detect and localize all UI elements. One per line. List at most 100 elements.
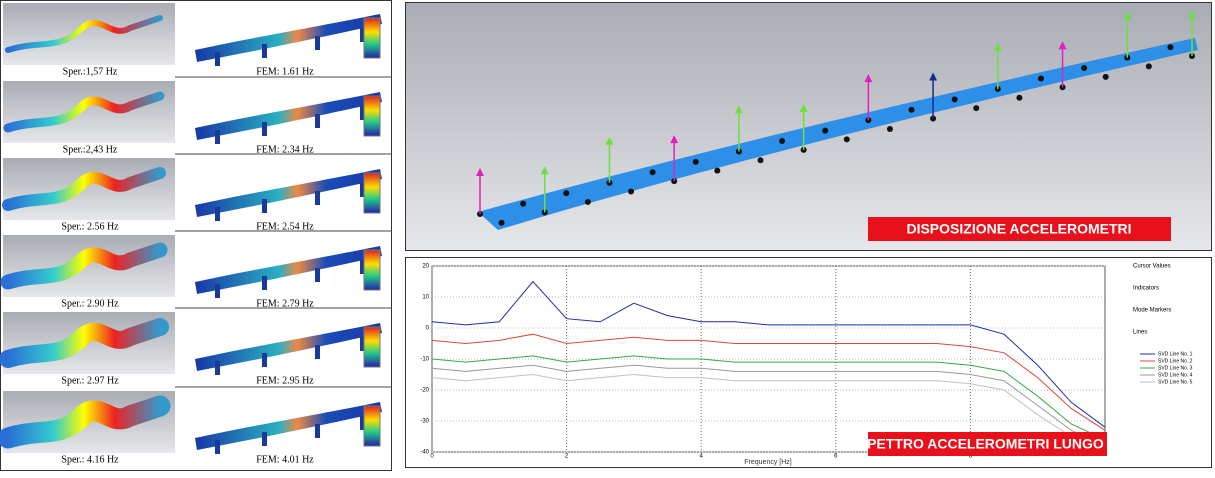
legend-entry: SVD Line No. 1: [1158, 351, 1193, 357]
sensor: [1081, 65, 1088, 72]
sensor-arrow: [734, 105, 743, 114]
sensor: [843, 136, 850, 143]
sensor: [692, 158, 699, 165]
sensor: [1167, 44, 1174, 51]
sensor-arrow: [1188, 10, 1196, 18]
mode-shape: [0, 395, 171, 449]
fem-pier: [215, 207, 220, 221]
experimental-label: Sper.: 2.90 Hz: [61, 298, 119, 309]
legend-entry: SVD Line No. 2: [1158, 358, 1193, 364]
legend-heading: Lines: [1133, 330, 1147, 336]
fem-pier: [262, 44, 267, 58]
fem-pier: [262, 353, 267, 367]
fem-scale: [363, 172, 381, 214]
sensor: [779, 138, 786, 145]
modes-list: Sper.:1,57 Hz FEM: 1.61 Hz Sper.:2,43 Hz FE…: [0, 3, 392, 465]
y-tick-label: 0: [426, 326, 430, 332]
fem-pier: [262, 199, 267, 213]
fem-pier: [262, 432, 267, 446]
experimental-view: [3, 235, 175, 297]
legend-entry: SVD Line No. 5: [1158, 379, 1193, 385]
bridge-deck: [478, 38, 1198, 230]
fem-label: FEM: 2.34 Hz: [256, 144, 314, 155]
fem-scale: [363, 249, 381, 291]
sensor: [584, 198, 591, 205]
y-tick-label: 10: [422, 295, 429, 301]
sensor: [649, 169, 656, 176]
legend-heading: Indicators: [1133, 286, 1159, 292]
fem-deck: [195, 92, 382, 140]
spectrum-line: [431, 355, 1106, 441]
mode-shape: [5, 15, 163, 53]
sensor-arrow: [540, 166, 549, 175]
sensor-arrow: [670, 135, 679, 144]
panel-label: DISPOSIZIONE ACCELEROMETRI: [906, 221, 1131, 237]
sensor: [757, 157, 764, 164]
fem-label: FEM: 4.01 Hz: [256, 454, 314, 465]
fem-pier: [215, 130, 220, 144]
legend-heading: Cursor Values: [1133, 264, 1171, 270]
fem-scale: [363, 326, 381, 368]
sensor-arrow: [1123, 11, 1132, 20]
sensor: [714, 167, 721, 174]
sensor: [1016, 94, 1023, 101]
y-tick-label: -20: [420, 388, 429, 394]
fem-deck: [195, 246, 382, 294]
fem-pier: [215, 361, 220, 375]
sensor: [1102, 73, 1109, 80]
sensor: [563, 190, 570, 197]
sensor: [951, 96, 958, 103]
fem-deck: [195, 14, 382, 62]
fem-deck: [195, 323, 382, 371]
experimental-view: [3, 158, 175, 220]
fem-pier: [360, 106, 365, 120]
sensor-arrow: [476, 168, 484, 176]
y-tick-label: -10: [420, 357, 429, 363]
sensor: [1037, 75, 1044, 82]
label-box: [868, 217, 1171, 241]
fem-scale: [363, 95, 381, 137]
x-axis-label: Frequency [Hz]: [744, 459, 792, 466]
experimental-label: Sper.: 2.56 Hz: [61, 221, 119, 232]
sensor-arrow: [929, 72, 938, 81]
x-tick-label: 6: [834, 454, 838, 460]
sensor: [886, 125, 893, 132]
sensor: [520, 200, 527, 207]
experimental-view: [3, 81, 175, 143]
fem-label: FEM: 2.54 Hz: [256, 221, 314, 232]
fem-pier: [360, 260, 365, 274]
spectrum-line: [431, 280, 1106, 428]
sensor-arrow: [1058, 41, 1067, 50]
fem-pier: [262, 276, 267, 290]
sensor: [822, 127, 829, 134]
fem-pier: [360, 183, 365, 197]
experimental-view: [3, 3, 175, 65]
spectrum-line: [431, 364, 1106, 447]
mode-shape: [3, 91, 165, 133]
mode-shape: [2, 167, 166, 211]
mode-shape: [0, 318, 169, 368]
fem-pier: [315, 36, 320, 50]
legend-entry: SVD Line No. 3: [1158, 365, 1193, 371]
fem-pier: [360, 337, 365, 351]
sensor: [973, 105, 980, 112]
fem-pier: [360, 416, 365, 430]
fem-scale: [363, 17, 381, 59]
y-tick-label: 20: [422, 264, 429, 270]
fem-label: FEM: 2.95 Hz: [256, 375, 314, 386]
sensor-arrow: [864, 74, 873, 83]
mode-shape: [0, 242, 168, 290]
spectrum-line: [431, 333, 1106, 431]
y-tick-label: -40: [420, 450, 429, 456]
fem-pier: [315, 424, 320, 438]
experimental-label: Sper.:2,43 Hz: [63, 144, 118, 155]
experimental-label: Sper.: 2.97 Hz: [61, 375, 119, 386]
x-tick-label: 0: [430, 454, 434, 460]
legend-heading: Mode Markers: [1133, 308, 1171, 314]
fem-pier: [215, 440, 220, 454]
experimental-label: Sper.:1,57 Hz: [63, 66, 118, 77]
x-tick-label: 2: [565, 454, 569, 460]
experimental-label: Sper.: 4.16 Hz: [61, 454, 119, 465]
